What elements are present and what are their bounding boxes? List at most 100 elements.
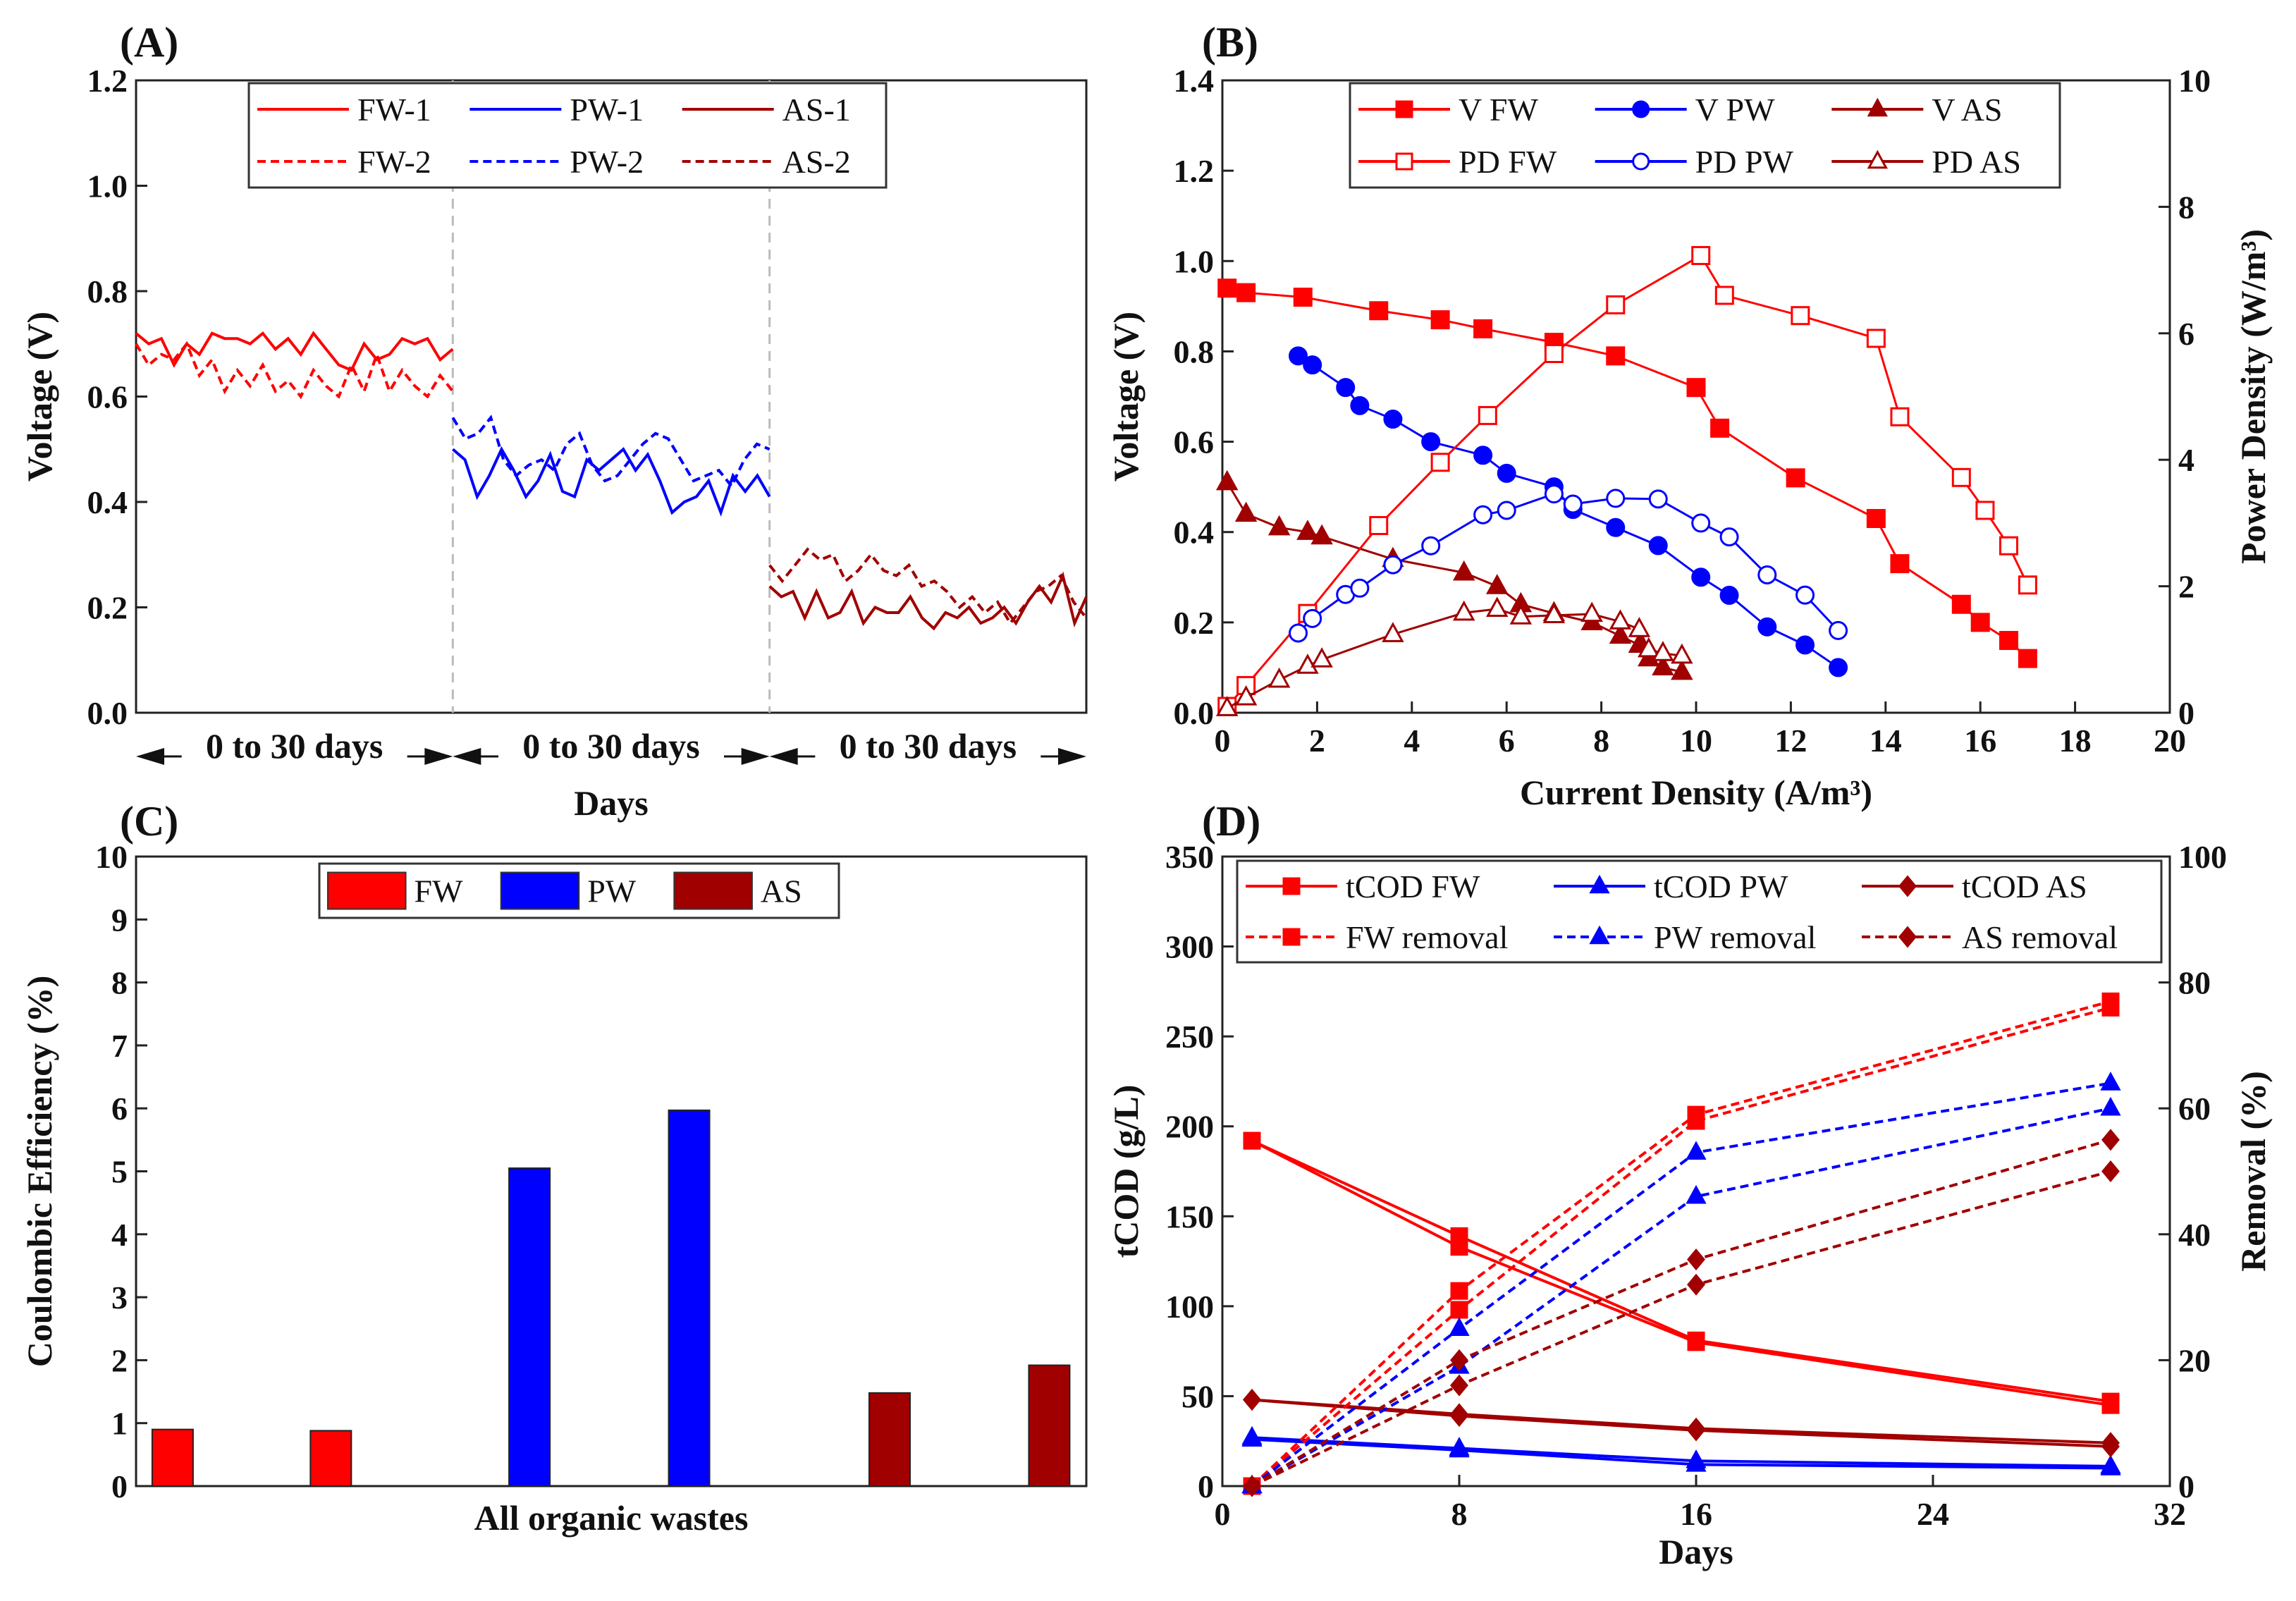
series-line	[1251, 1081, 2111, 1487]
triangle-marker	[1686, 1141, 1707, 1160]
y2-tick-label: 100	[2178, 839, 2227, 875]
circle-marker	[1289, 623, 1308, 643]
circle-marker	[1497, 463, 1516, 483]
square-marker	[1791, 306, 1810, 326]
square-marker	[1866, 508, 1886, 528]
triangle-marker	[1215, 470, 1239, 491]
x-tick-label: 32	[2154, 1496, 2186, 1532]
triangle-marker	[2100, 1456, 2121, 1476]
square-marker	[1999, 630, 2019, 650]
y-tick-label: 0.2	[1174, 605, 1215, 641]
circle-marker	[1350, 578, 1370, 598]
legend-label: tCOD AS	[1962, 869, 2087, 904]
y-tick-label: 1.2	[1174, 153, 1215, 189]
circle-marker	[1648, 536, 1668, 556]
y-tick-label: 0.2	[87, 590, 128, 626]
panel-label: (B)	[1202, 19, 1258, 66]
square-marker	[1236, 283, 1256, 302]
triangle-marker	[1628, 617, 1651, 637]
legend-item: tCOD FW	[1246, 869, 1480, 904]
y2-axis-label: Removal (%)	[2233, 1071, 2273, 1272]
arrow-left-icon	[136, 748, 164, 765]
circle-marker	[1383, 410, 1403, 429]
legend-swatch	[673, 871, 753, 910]
square-marker	[1951, 467, 1971, 487]
y-tick-label: 0	[1198, 1468, 1214, 1504]
y2-tick-label: 0	[2178, 695, 2194, 731]
legend-item: PW-2	[469, 144, 644, 180]
triangle-marker	[1486, 574, 1509, 594]
legend-label: AS	[761, 873, 802, 909]
x-tick-label: 24	[1917, 1496, 1949, 1532]
legend-label: PD PW	[1695, 144, 1794, 180]
y-tick-label: 0.6	[87, 379, 128, 415]
y2-tick-label: 8	[2178, 189, 2194, 225]
square-marker	[1478, 405, 1497, 425]
y-tick-label: 1.4	[1174, 63, 1215, 99]
triangle-marker	[1589, 925, 1610, 945]
triangle-marker	[1686, 1184, 1707, 1204]
square-marker	[1544, 344, 1564, 364]
legend-item: PD FW	[1358, 144, 1557, 180]
square-marker	[1710, 418, 1730, 438]
legend-box	[1349, 82, 2061, 189]
series-line	[1226, 608, 1683, 710]
x-tick-label: 8	[1593, 723, 1609, 759]
legend-label: FW-1	[357, 92, 431, 128]
triangle-marker	[1652, 641, 1674, 661]
y2-tick-label: 20	[2178, 1342, 2211, 1378]
series-line	[1251, 1398, 2111, 1448]
triangle-marker	[1686, 1453, 1707, 1472]
triangle-marker	[1296, 520, 1319, 540]
y-tick-label: 3	[111, 1280, 128, 1315]
panel-b: (B) 0.0 0.2 0.4 0.6 0.8 1.0 1.2 1.4 0 2 4 6 8 10 0 2 4 6 8 1…	[1106, 19, 2273, 812]
series-line	[1251, 1006, 2111, 1487]
diamond-marker	[1687, 1273, 1705, 1296]
square-marker	[1970, 613, 1990, 632]
diamond-marker	[1687, 1248, 1705, 1271]
legend-box	[1236, 859, 2163, 964]
square-marker	[1890, 407, 1910, 427]
triangle-marker	[1486, 596, 1509, 617]
circle-marker	[1795, 585, 1815, 605]
triangle-marker	[1671, 643, 1693, 664]
legend-item: PW	[500, 871, 637, 910]
triangle-marker	[1382, 622, 1404, 642]
series-line	[1251, 1139, 2111, 1407]
triangle-marker	[1671, 659, 1693, 680]
series-line	[135, 331, 454, 372]
y-tick-label: 0.8	[1174, 333, 1215, 369]
y-tick-label: 7	[111, 1028, 128, 1064]
y-tick-label: 1	[111, 1406, 128, 1442]
circle-marker	[1303, 355, 1322, 375]
legend-label: PW removal	[1654, 919, 1816, 955]
diamond-marker	[1687, 1419, 1705, 1442]
x-tick-label: 10	[1680, 723, 1712, 759]
y-tick-label: 5	[111, 1154, 128, 1190]
circle-marker	[1757, 617, 1777, 637]
diamond-marker	[1898, 875, 1917, 897]
triangle-marker	[1609, 609, 1632, 630]
legend-label: AS-1	[782, 92, 851, 128]
y-tick-label: 2	[111, 1342, 128, 1378]
y-tick-label: 100	[1165, 1289, 1214, 1325]
segment-label: 0 to 30 days	[522, 726, 699, 766]
y-tick-label: 50	[1181, 1378, 1214, 1414]
triangle-marker	[1267, 667, 1291, 688]
legend-label: V PW	[1695, 92, 1775, 128]
y-axis-label: tCOD (g/L)	[1106, 1085, 1146, 1258]
triangle-marker	[1452, 600, 1475, 621]
panel-label: (A)	[120, 19, 178, 66]
triangle-marker	[2100, 1096, 2121, 1116]
triangle-marker	[1241, 1428, 1263, 1447]
circle-marker	[1829, 620, 1848, 640]
y-axis-label: Coulombic Efficiency (%)	[20, 976, 59, 1367]
circle-marker	[1691, 513, 1711, 533]
series-line	[1251, 1436, 2111, 1468]
y2-tick-label: 0	[2178, 1468, 2194, 1504]
legend-box	[247, 82, 888, 189]
panel-a: (A) 0.0 0.2 0.4 0.6 0.8 1.0 1.2 Voltage (V) 0 to …	[20, 19, 1088, 823]
square-marker	[1243, 1131, 1261, 1150]
series-line	[451, 415, 771, 489]
square-marker	[1450, 1282, 1468, 1300]
